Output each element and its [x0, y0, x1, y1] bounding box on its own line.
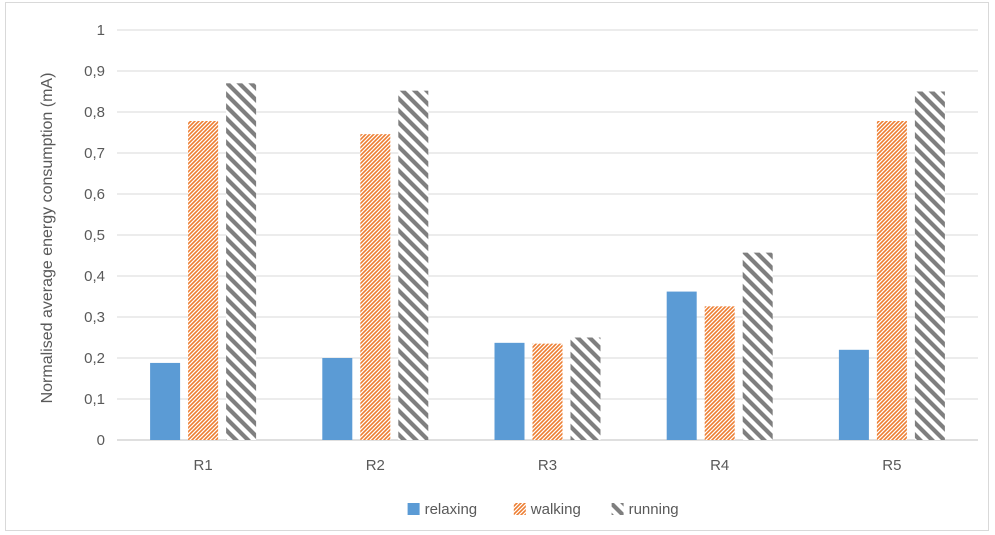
bar-walking-R1: [188, 121, 219, 441]
legend-label-relaxing: relaxing: [425, 501, 478, 518]
legend-label-walking: walking: [530, 501, 581, 518]
bar-walking-R3: [532, 343, 563, 440]
y-axis-ticks: 0 0,1 0,2 0,3 0,4 0,5 0,6 0,7 0,8 0,9 1: [84, 22, 105, 449]
legend-swatch-walking: [513, 503, 526, 515]
bar-relaxing-R5: [838, 349, 869, 440]
y-tick-label: 0,9: [84, 63, 105, 80]
y-tick-label: 0,5: [84, 227, 105, 244]
y-tick-label: 0,6: [84, 186, 105, 203]
bar-running-R5: [914, 91, 945, 440]
chart-area: [5, 2, 989, 531]
bar-relaxing-R4: [666, 291, 697, 440]
x-tick-label: R3: [538, 457, 557, 474]
x-axis-ticks: R1 R2 R3 R4 R5: [194, 457, 902, 474]
y-tick-label: 1: [97, 22, 105, 39]
bar-relaxing-R3: [494, 342, 525, 440]
y-tick-label: 0,1: [84, 391, 105, 408]
x-tick-label: R2: [366, 457, 385, 474]
gridlines: [117, 29, 978, 441]
legend-swatch-relaxing: [407, 503, 420, 515]
y-tick-label: 0,7: [84, 145, 105, 162]
bar-running-R3: [570, 337, 601, 440]
x-tick-label: R4: [710, 457, 729, 474]
y-tick-label: 0,8: [84, 104, 105, 121]
legend-label-running: running: [629, 501, 679, 518]
y-tick-label: 0,3: [84, 309, 105, 326]
bar-relaxing-R2: [322, 358, 353, 440]
bar-walking-R2: [360, 134, 391, 440]
bars: [150, 83, 945, 441]
bar-relaxing-R1: [150, 362, 181, 440]
bar-walking-R4: [704, 306, 735, 440]
x-tick-label: R1: [194, 457, 213, 474]
bar-running-R2: [398, 90, 429, 441]
x-tick-label: R5: [882, 457, 901, 474]
bar-running-R1: [226, 83, 257, 441]
y-tick-label: 0,2: [84, 350, 105, 367]
y-axis-title: Normalised average energy consumption (m…: [39, 73, 56, 404]
y-tick-label: 0,4: [84, 268, 105, 285]
bar-walking-R5: [876, 121, 907, 441]
y-tick-label: 0: [97, 432, 105, 449]
legend-swatch-running: [611, 503, 624, 515]
legend: relaxing walking running: [407, 501, 679, 518]
bar-running-R4: [742, 252, 773, 440]
